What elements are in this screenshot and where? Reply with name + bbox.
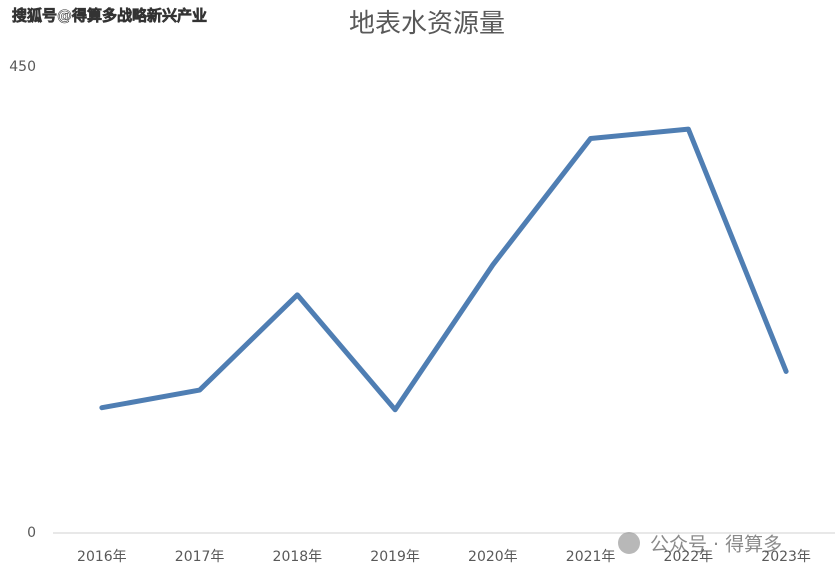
x-tick-label: 2019年 (370, 549, 420, 565)
x-tick-label: 2016年 (77, 549, 127, 565)
x-tick-label: 2022年 (664, 549, 714, 565)
x-tick-label: 2018年 (273, 549, 323, 565)
x-tick-label: 2021年 (566, 549, 616, 565)
watermark: 公众号 · 得算多 (650, 534, 782, 556)
y-tick-label: 450 (9, 59, 36, 75)
line (99, 126, 789, 413)
watermark: 搜狐号@得算多战略新兴产业 (12, 7, 207, 25)
wechat-icon (618, 532, 640, 554)
y-tick-label: 0 (27, 525, 36, 541)
x-tick-label: 2017年 (175, 549, 225, 565)
chart-title: 地表水资源量 (349, 9, 505, 39)
x-tick-label: 2023年 (761, 549, 811, 565)
x-tick-label: 2020年 (468, 549, 518, 565)
